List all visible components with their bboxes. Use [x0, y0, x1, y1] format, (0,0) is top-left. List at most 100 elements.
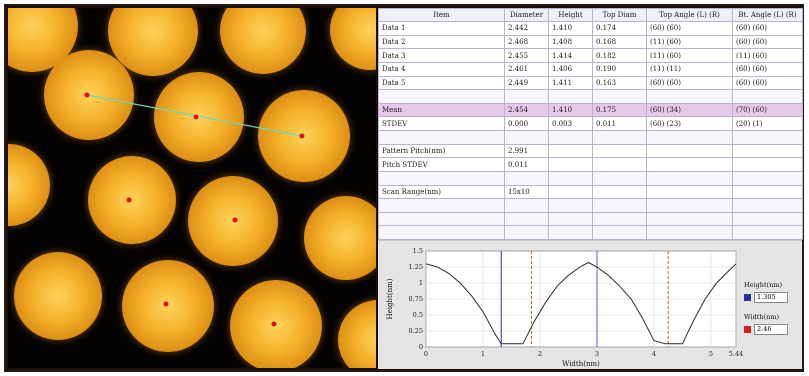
x-tick-label: 3: [595, 350, 599, 358]
x-tick-label: 5.44: [729, 350, 743, 358]
table-cell: 2.991: [504, 143, 549, 159]
y-tick-label: 1: [419, 279, 423, 287]
afm-image[interactable]: [8, 8, 376, 368]
table-cell: (20) (1): [732, 116, 803, 131]
y-tick-label: 1.25: [409, 263, 423, 271]
table-row-empty: [378, 225, 803, 240]
peak-marker: [271, 321, 277, 327]
x-axis-label: Width(nm): [562, 360, 600, 368]
table-row-scan-range[interactable]: Scan Range(nm) 15x10: [378, 184, 803, 200]
column-header: Bt. Angle (L) (R): [732, 8, 803, 22]
table-cell: 0.011: [592, 116, 647, 131]
table-cell: (60) (60): [732, 34, 803, 50]
table-cell: Pattern Pitch(nm): [378, 143, 505, 159]
table-cell: Scan Range(nm): [378, 184, 505, 200]
column-header: Height: [548, 8, 593, 22]
nanosphere: [220, 8, 306, 74]
table-cell: (11) (60): [646, 48, 733, 63]
table-cell: Data 1: [378, 21, 505, 36]
table-row-pattern-pitch[interactable]: Pattern Pitch(nm) 2.991: [378, 143, 803, 159]
table-cell: 1.406: [548, 61, 593, 77]
column-header: Item: [378, 8, 505, 22]
table-row-empty: [378, 130, 803, 145]
table-row-pitch-stdev[interactable]: Pitch STDEV 0.011: [378, 157, 803, 172]
y-tick-label: 0: [419, 343, 423, 351]
peak-marker: [126, 197, 132, 203]
y-axis-label: Height(nm): [386, 278, 394, 319]
table-cell: (60) (60): [732, 75, 803, 91]
column-header: Top Diam: [592, 8, 647, 22]
peak-marker: [163, 301, 169, 307]
table-cell: 2.449: [504, 75, 549, 91]
table-cell: 1.410: [548, 102, 593, 118]
legend-swatch-height: [744, 294, 751, 301]
table-cell: Data 4: [378, 61, 505, 77]
table-cell: 0.182: [592, 48, 647, 63]
table-cell: Data 2: [378, 34, 505, 50]
nanosphere: [88, 156, 176, 244]
legend-swatch-width: [744, 326, 751, 333]
table-cell: (11) (60): [646, 34, 733, 50]
table-cell: (70) (60): [732, 102, 803, 118]
table-cell: (60) (60): [732, 21, 803, 36]
table-row-stdev[interactable]: STDEV 0.000 0.003 0.011 (60) (23) (20) (…: [378, 116, 803, 131]
table-cell: (60) (60): [646, 75, 733, 91]
table-row[interactable]: Data 2 2.468 1.408 0.168 (11) (60) (60) …: [378, 34, 803, 50]
height-profile-chart[interactable]: 0 1 2 3 4 5 5.44 0 0.25 0.5 0.75 1 1.25 1.5 Width(nm) H…: [378, 241, 802, 369]
table-cell: 0.168: [592, 34, 647, 50]
table-row[interactable]: Data 5 2.449 1.411 0.163 (60) (60) (60) …: [378, 75, 803, 91]
table-row[interactable]: Data 4 2.461 1.406 0.190 (11) (11) (60) …: [378, 61, 803, 77]
height-value-field[interactable]: 1.305: [754, 292, 788, 303]
table-cell: (60) (23): [646, 116, 733, 131]
table-row-empty: [378, 198, 803, 213]
table-row[interactable]: Data 3 2.455 1.414 0.182 (11) (60) (11) …: [378, 48, 803, 63]
table-row-empty: [378, 211, 803, 227]
legend-label-width: Width(nm): [744, 313, 780, 321]
table-cell: (60) (60): [732, 61, 803, 77]
table-cell: 0.000: [504, 116, 549, 131]
table-cell: Pitch STDEV: [378, 157, 505, 172]
y-tick-label: 0.25: [409, 327, 423, 335]
table-row[interactable]: Data 1 2.442 1.410 0.174 (60) (60) (60) …: [378, 21, 803, 36]
table-cell: Data 3: [378, 48, 505, 63]
analysis-panel: Item Diameter Height Top Diam Top Angle …: [378, 8, 803, 369]
x-tick-label: 4: [652, 350, 656, 358]
peak-marker: [193, 114, 199, 120]
legend-label-height: Height(nm): [744, 281, 782, 289]
table-cell: 2.468: [504, 34, 549, 50]
peak-marker: [299, 133, 305, 139]
table-cell: (60) (34): [646, 102, 733, 118]
peak-marker: [84, 92, 90, 98]
table-cell-highlighted: 0.175: [592, 102, 647, 118]
table-cell: 0.163: [592, 75, 647, 91]
width-value-field[interactable]: 2.46: [754, 324, 788, 335]
table-cell: 0.190: [592, 61, 647, 77]
y-tick-label: 0.75: [409, 295, 423, 303]
x-tick-label: 5: [709, 350, 713, 358]
table-cell: 2.442: [504, 21, 549, 36]
table-cell: Data 5: [378, 75, 505, 91]
table-cell: 0.003: [548, 116, 593, 131]
nanosphere: [304, 196, 376, 280]
column-header: Top Angle (L) (R): [646, 8, 733, 22]
x-tick-label: 0: [424, 350, 428, 358]
y-tick-label: 0.5: [413, 311, 423, 319]
table-cell: (11) (11): [646, 61, 733, 77]
table-row-mean[interactable]: Mean 2.454 1.410 0.175 (60) (34) (70) (6…: [378, 102, 803, 118]
x-tick-label: 2: [538, 350, 542, 358]
table-cell: 2.455: [504, 48, 549, 63]
measurement-table: Item Diameter Height Top Diam Top Angle …: [378, 8, 803, 240]
y-tick-label: 1.5: [413, 247, 423, 255]
table-cell: STDEV: [378, 116, 505, 131]
profile-plot-panel: 0 1 2 3 4 5 5.44 0 0.25 0.5 0.75 1 1.25 1.5 Width(nm) H…: [378, 240, 802, 369]
nanosphere: [122, 260, 214, 352]
table-cell: Mean: [378, 102, 505, 118]
table-cell: 0.011: [504, 157, 549, 172]
table-cell: 15x10: [504, 184, 549, 200]
table-cell: 1.408: [548, 34, 593, 50]
profile-series-line: [425, 261, 737, 345]
table-cell: 2.454: [504, 102, 549, 118]
table-row-empty: [378, 170, 803, 186]
table-cell: (11) (60): [732, 48, 803, 63]
peak-marker: [232, 217, 238, 223]
